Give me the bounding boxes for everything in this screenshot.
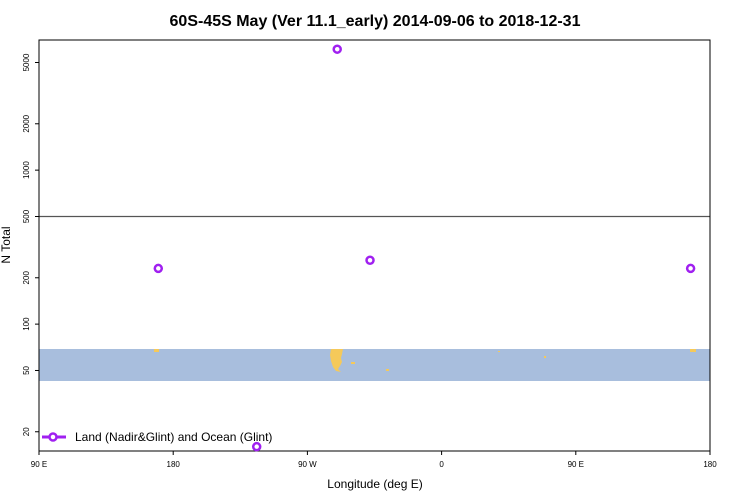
new-zealand-land-west xyxy=(154,349,159,352)
south-america-land xyxy=(330,349,343,372)
legend: Land (Nadir&Glint) and Ocean (Glint) xyxy=(42,430,272,444)
ocean-band xyxy=(39,349,710,381)
legend-label: Land (Nadir&Glint) and Ocean (Glint) xyxy=(75,430,272,444)
island-land-1 xyxy=(498,351,500,352)
legend-marker xyxy=(48,432,58,442)
plot-frame xyxy=(38,39,711,452)
data-point xyxy=(251,441,262,452)
y-tick-label: 500 xyxy=(22,209,31,223)
y-tick-label: 50 xyxy=(22,365,31,374)
x-axis: 90 E 180 90 W 0 90 E 180 xyxy=(31,451,717,469)
chart-title: 60S-45S May (Ver 11.1_early) 2014-09-06 … xyxy=(170,13,581,30)
data-point xyxy=(685,263,696,274)
land-fragments xyxy=(154,349,696,372)
y-axis: 20 50 100 200 500 1000 2000 5000 xyxy=(22,53,39,436)
x-tick-label: 90 W xyxy=(298,460,317,469)
data-points xyxy=(153,44,696,452)
x-tick-label: 90 E xyxy=(31,460,47,469)
data-point xyxy=(365,255,375,265)
georgia-land xyxy=(386,369,389,371)
data-point xyxy=(332,44,342,54)
island-land-2 xyxy=(544,356,546,358)
x-tick-label: 0 xyxy=(439,460,444,469)
y-tick-label: 200 xyxy=(22,271,31,285)
x-tick-label: 180 xyxy=(167,460,181,469)
x-tick-label: 90 E xyxy=(568,460,584,469)
x-tick-label: 180 xyxy=(703,460,717,469)
map-band xyxy=(39,349,710,381)
new-zealand-land-east xyxy=(690,349,696,352)
y-tick-label: 20 xyxy=(22,427,31,436)
data-point xyxy=(153,263,164,274)
y-tick-label: 100 xyxy=(22,317,31,331)
y-tick-label: 5000 xyxy=(22,53,31,71)
y-tick-label: 2000 xyxy=(22,114,31,132)
y-tick-label: 1000 xyxy=(22,161,31,179)
x-axis-label: Longitude (deg E) xyxy=(327,477,422,491)
falkland-land xyxy=(351,362,355,364)
y-axis-label: N Total xyxy=(0,226,13,263)
